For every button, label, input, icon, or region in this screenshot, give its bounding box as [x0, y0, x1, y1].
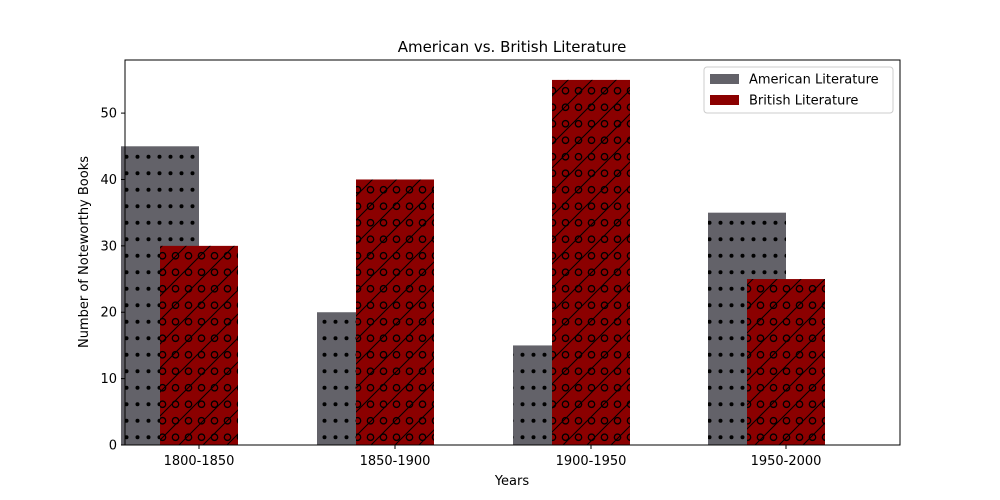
bar-british-1: [356, 179, 434, 445]
legend-label: American Literature: [749, 73, 879, 88]
x-axis: 1800-1850 1850-1900 1900-1950 1950-2000: [164, 445, 822, 469]
y-tick-label: 10: [100, 372, 117, 387]
bars-layer: [121, 79, 825, 446]
x-tick-label: 1950-2000: [751, 454, 822, 469]
y-tick-label: 40: [100, 173, 117, 188]
plot-frame: [124, 59, 901, 446]
legend-swatch: [710, 95, 739, 105]
legend-box: [703, 66, 894, 114]
x-axis-label: Years: [494, 474, 530, 489]
y-tick-label: 20: [100, 306, 117, 321]
chart-title: American vs. British Literature: [398, 38, 627, 56]
y-tick-label: 30: [100, 239, 117, 254]
legend-label: British Literature: [749, 94, 858, 109]
y-tick-label: 0: [109, 439, 117, 454]
bar-british-3: [747, 279, 825, 445]
x-tick-label: 1850-1900: [360, 454, 431, 469]
x-tick-label: 1900-1950: [556, 454, 627, 469]
bar-british-0: [160, 245, 238, 445]
y-axis-label: Number of Noteworthy Books: [77, 156, 92, 348]
x-tick-label: 1800-1850: [164, 454, 235, 469]
bar-british-2: [552, 79, 630, 446]
legend-swatch: [710, 74, 739, 84]
y-tick-label: 50: [100, 107, 117, 122]
y-axis: 0 10 20 30 40 50: [100, 107, 125, 454]
legend: American Literature British Literature: [703, 66, 894, 114]
